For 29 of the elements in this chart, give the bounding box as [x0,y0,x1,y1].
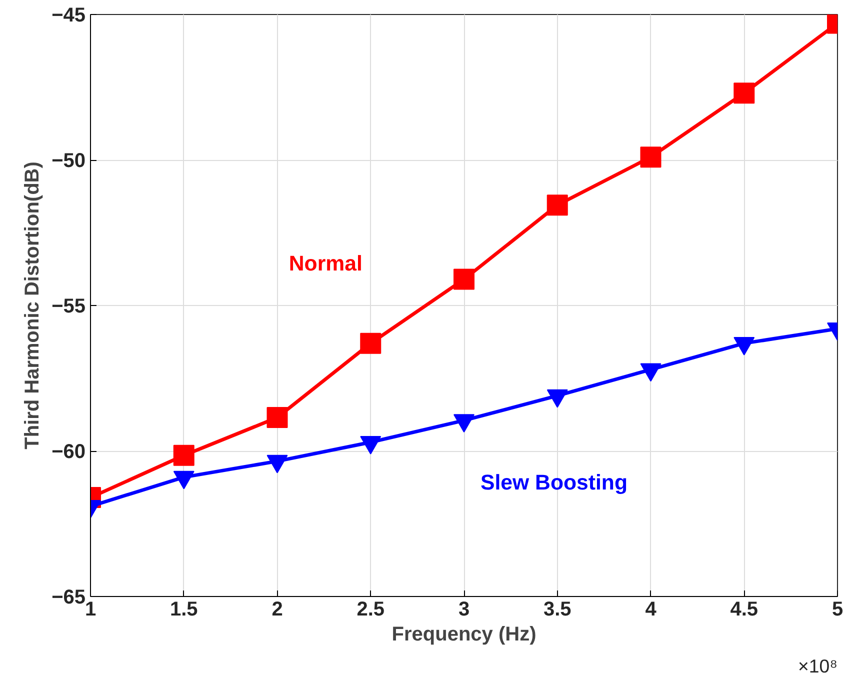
x-tick-label: 1.5 [170,598,198,620]
x-axis-title: Frequency (Hz) [392,624,536,646]
y-axis-title: Third Harmonic Distortion(dB) [22,162,44,450]
x-tick-label: 2.5 [356,598,385,620]
point [640,146,662,168]
point [734,82,755,104]
point [454,414,474,432]
x-tick-label: 1 [84,598,96,620]
y-tick-label: −55 [52,296,86,318]
x-tick-label: 4.5 [730,598,758,620]
point [640,363,662,382]
y-tick-label: −45 [52,4,86,26]
y-tick-label: −65 [52,586,86,608]
y-tick-label: −50 [52,150,86,172]
text: ×10⁸ [798,656,838,676]
text: Normal [288,251,362,276]
x-tick-label: 5 [832,598,844,620]
point [734,337,755,356]
point [266,454,288,474]
y-tick-label: −60 [52,441,86,463]
series-label: Slew Boosting [480,470,628,494]
point [173,470,194,490]
point [360,436,382,454]
x-tick-label: 2 [272,598,283,620]
x-tick-label: 3 [458,598,470,620]
x-tick-label: 4 [645,598,658,620]
x-tick-label: 3.5 [543,598,572,620]
point [546,194,568,216]
point [546,389,568,408]
